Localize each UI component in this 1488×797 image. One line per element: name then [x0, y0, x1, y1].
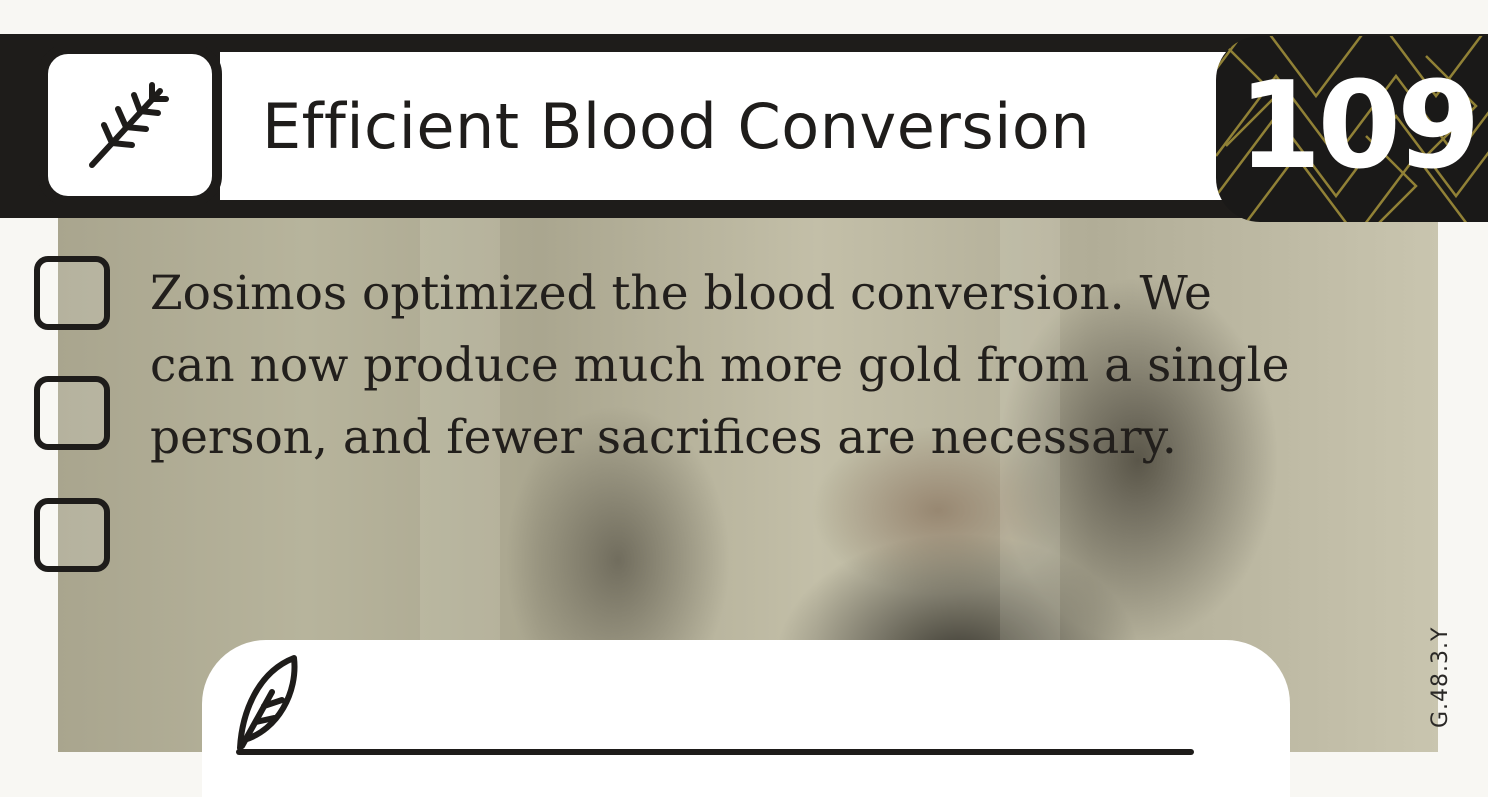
- title-strip: [220, 52, 1250, 200]
- card-number: 109: [1238, 57, 1481, 196]
- quill-feather-icon: [237, 655, 298, 751]
- progress-checkbox-2[interactable]: [34, 376, 110, 450]
- card-code: G.48.3.Y: [1428, 626, 1453, 728]
- notes-line: [236, 749, 1194, 755]
- badge-pattern: [1216, 36, 1488, 222]
- body-line: Zosimos optimized the blood conversion. …: [150, 266, 1212, 321]
- progress-checkbox-1[interactable]: [34, 256, 110, 330]
- card-title: Efficient Blood Conversion: [262, 90, 1091, 163]
- category-icon-box: [38, 44, 222, 206]
- notes-area[interactable]: [202, 640, 1290, 797]
- body-line: person, and fewer sacrifices are necessa…: [150, 410, 1177, 465]
- progress-checkbox-3[interactable]: [34, 498, 110, 572]
- body-line: can now produce much more gold from a si…: [150, 338, 1290, 393]
- card-body-text: Zosimos optimized the blood conversion. …: [150, 258, 1400, 474]
- card-number-badge: [1216, 36, 1488, 222]
- herb-sprig-icon: [89, 82, 169, 168]
